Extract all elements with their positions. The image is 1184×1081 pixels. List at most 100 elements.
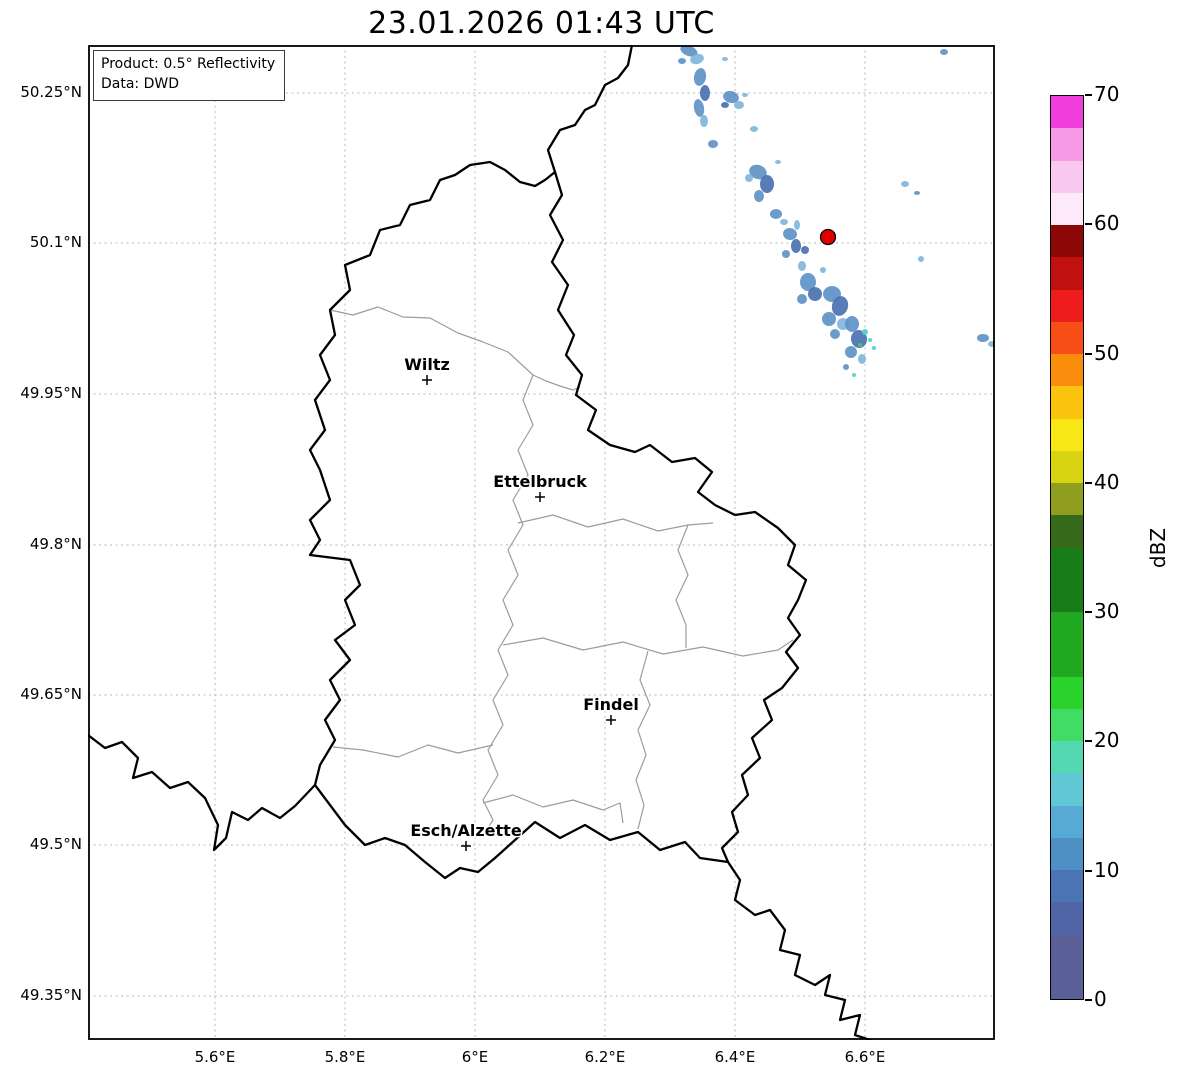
city-marker-group: Esch/Alzette bbox=[409, 820, 523, 851]
map-canvas: Wiltz Ettelbruck Findel Esch/Alzette bbox=[88, 45, 995, 1040]
colorbar-tick-label: 70 bbox=[1094, 82, 1120, 106]
radar-echo-cell bbox=[754, 190, 764, 202]
city-label: Findel bbox=[583, 695, 639, 714]
colorbar-segment bbox=[1051, 160, 1083, 193]
radar-echo-cell bbox=[734, 101, 744, 109]
radar-echo-cell bbox=[798, 261, 806, 271]
colorbar-tick-mark bbox=[1085, 94, 1092, 96]
radar-echo-cell bbox=[914, 191, 920, 195]
colorbar-segment bbox=[1051, 289, 1083, 322]
radar-echo-cell bbox=[693, 68, 707, 86]
radar-echo-cell bbox=[901, 181, 909, 187]
district-border-line bbox=[532, 374, 581, 391]
radar-echo-cell bbox=[820, 267, 826, 273]
radar-echo-cell bbox=[745, 174, 753, 182]
district-border-line bbox=[502, 637, 794, 657]
radar-echo-cell bbox=[700, 115, 708, 127]
map-frame bbox=[88, 45, 995, 1040]
x-tick-label: 6.6°E bbox=[844, 1048, 886, 1066]
colorbar-tick-label: 50 bbox=[1094, 340, 1120, 365]
luxembourg-border bbox=[308, 160, 808, 880]
map-area: Wiltz Ettelbruck Findel Esch/Alzette Produc… bbox=[88, 45, 995, 1040]
radar-echo-cell bbox=[794, 220, 800, 230]
city-label: Esch/Alzette bbox=[410, 821, 522, 840]
colorbar-segment bbox=[1051, 741, 1083, 774]
radar-echo-cell bbox=[750, 126, 758, 132]
radar-echo-cell bbox=[940, 49, 948, 55]
radar-echo-cell bbox=[791, 239, 801, 253]
x-tick-label: 6.2°E bbox=[584, 1048, 626, 1066]
radar-echo-cell bbox=[693, 99, 705, 117]
colorbar-segment bbox=[1051, 547, 1083, 612]
colorbar-tick-mark bbox=[1085, 352, 1092, 355]
colorbar-segment bbox=[1051, 225, 1083, 258]
radar-echo-cell bbox=[858, 354, 866, 364]
radar-echo-cell bbox=[775, 160, 781, 164]
colorbar-segment bbox=[1051, 837, 1083, 870]
radar-echo-cell bbox=[742, 93, 748, 97]
radar-echo-cell bbox=[801, 246, 809, 254]
district-border-line bbox=[482, 374, 534, 836]
product-info-line: Product: 0.5° Reflectivity bbox=[101, 56, 276, 72]
colorbar-tick-label: 30 bbox=[1094, 599, 1120, 624]
colorbar-tick-label: 10 bbox=[1094, 857, 1120, 882]
radar-echo-cell bbox=[852, 373, 856, 377]
colorbar-segment bbox=[1051, 676, 1083, 709]
colorbar-tick-label: 60 bbox=[1094, 211, 1120, 236]
radar-echo-cell bbox=[868, 338, 872, 342]
y-tick-label: 49.8°N bbox=[29, 535, 82, 553]
y-tick-label: 50.25°N bbox=[20, 83, 82, 101]
y-tick-label: 50.1°N bbox=[29, 233, 82, 251]
colorbar-tick-label: 20 bbox=[1094, 728, 1120, 753]
district-border-line bbox=[332, 744, 494, 758]
colorbar-segment bbox=[1051, 257, 1083, 290]
colorbar-tick-label: 0 bbox=[1094, 987, 1107, 1011]
colorbar-segment bbox=[1051, 128, 1083, 161]
colorbar-segment bbox=[1051, 96, 1083, 129]
colorbar-axis-label: dBZ bbox=[1146, 527, 1170, 569]
district-border-line bbox=[517, 514, 714, 532]
district-border-line bbox=[635, 650, 651, 830]
colorbar-tick-mark bbox=[1085, 611, 1092, 614]
belgium-germany-border bbox=[546, 45, 634, 174]
x-tick-label: 6°E bbox=[461, 1048, 489, 1066]
data-source-line: Data: DWD bbox=[101, 76, 179, 93]
radar-echo-cell bbox=[858, 343, 862, 347]
colorbar-segment bbox=[1051, 773, 1083, 806]
radar-echo-layer bbox=[678, 45, 995, 377]
district-borders bbox=[329, 306, 794, 836]
district-border-line bbox=[329, 306, 534, 376]
colorbar-tick-mark bbox=[1085, 999, 1092, 1001]
radar-echo-cell bbox=[722, 57, 728, 61]
colorbar-segment bbox=[1051, 418, 1083, 451]
city-marker-group: Wiltz bbox=[403, 354, 451, 385]
product-info-box: Product: 0.5° Reflectivity Data: DWD bbox=[93, 50, 286, 101]
radar-site-marker bbox=[819, 228, 837, 246]
colorbar-tick-mark bbox=[1085, 481, 1092, 484]
x-tick-label: 5.8°E bbox=[324, 1048, 366, 1066]
radar-echo-cell bbox=[822, 312, 836, 326]
radar-echo-cell bbox=[800, 273, 816, 291]
radar-echo-cell bbox=[700, 85, 710, 101]
y-tick-label: 49.65°N bbox=[20, 685, 82, 703]
y-tick-label: 49.95°N bbox=[20, 384, 82, 402]
graticule-gridlines bbox=[88, 45, 995, 1040]
figure-title: 23.01.2026 01:43 UTC bbox=[368, 6, 715, 41]
country-borders bbox=[88, 45, 872, 1040]
france-belgium-border bbox=[88, 733, 317, 852]
radar-echo-cell bbox=[760, 175, 774, 193]
colorbar-segment bbox=[1051, 612, 1083, 677]
radar-echo-cell bbox=[780, 219, 788, 225]
reflectivity-colorbar bbox=[1050, 95, 1084, 1000]
radar-echo-cell bbox=[770, 209, 782, 219]
radar-echo-cell bbox=[843, 364, 849, 370]
colorbar-segment bbox=[1051, 805, 1083, 838]
radar-echo-cell bbox=[797, 294, 807, 304]
colorbar-segment bbox=[1051, 483, 1083, 516]
colorbar-segment bbox=[1051, 708, 1083, 741]
radar-echo-cell bbox=[680, 45, 698, 57]
city-label: Ettelbruck bbox=[493, 472, 587, 491]
radar-echo-cell bbox=[977, 334, 989, 342]
radar-echo-cell bbox=[723, 90, 739, 104]
colorbar-segment bbox=[1051, 515, 1083, 548]
